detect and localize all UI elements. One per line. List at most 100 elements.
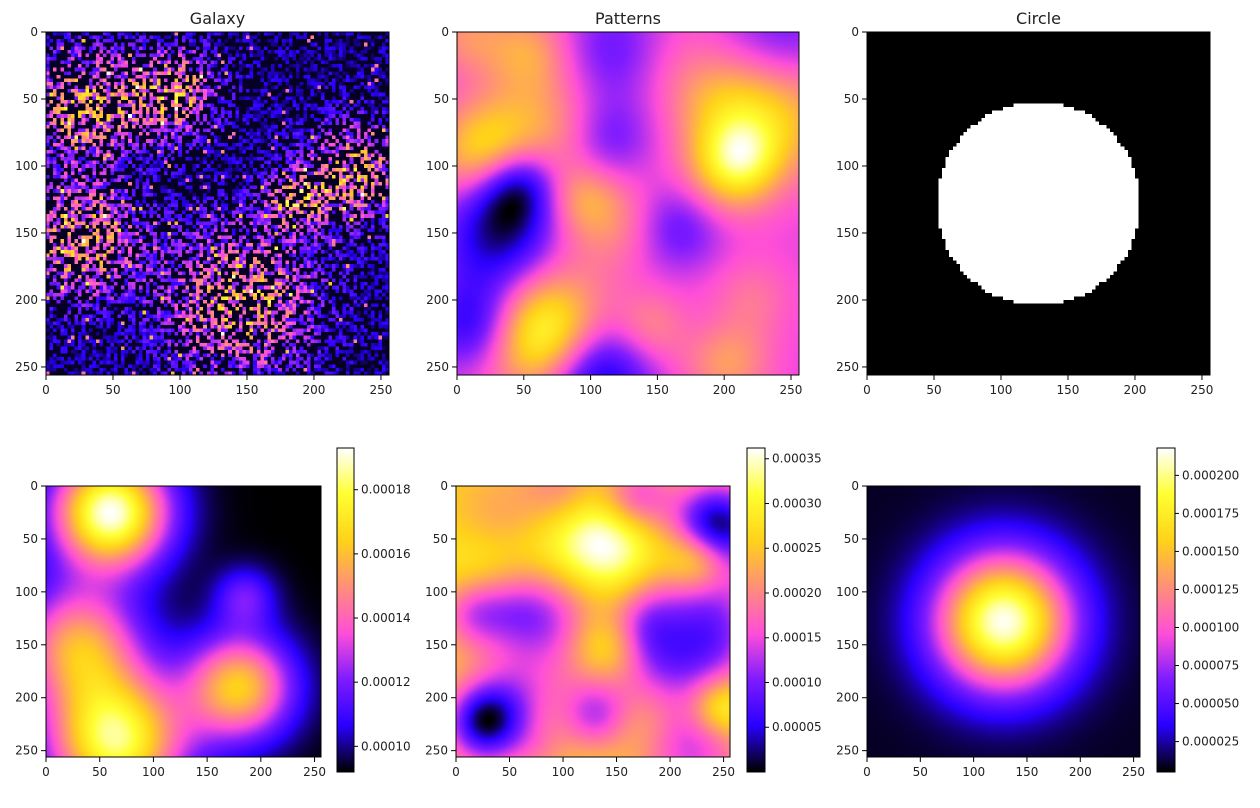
colorbar-tick-label: 0.000125 (1182, 582, 1239, 596)
colorbar-tick-label: 0.00005 (772, 720, 822, 734)
colorbar-tick-label: 0.00030 (772, 496, 822, 510)
colorbar-tick-label: 0.00010 (361, 739, 411, 753)
y-tick-label: 0 (30, 25, 38, 39)
y-tick-label: 50 (23, 92, 38, 106)
x-tick-label: 50 (516, 383, 531, 397)
colorbar-gradient (747, 448, 765, 772)
colorbar: 0.00010 0.00012 0.00014 0.00016 0.00018 (336, 447, 411, 773)
y-tick-label: 150 (15, 638, 38, 652)
x-tick-label: 0 (42, 765, 50, 779)
x-tick-label: 100 (962, 765, 985, 779)
y-tick-label: 50 (23, 532, 38, 546)
y-tick-label: 250 (836, 744, 859, 758)
x-tick-label: 0 (863, 383, 871, 397)
axes-frame (866, 31, 1211, 376)
y-tick-label: 200 (836, 691, 859, 705)
colorbar-tick-label: 0.000025 (1182, 735, 1239, 749)
x-tick-label: 250 (303, 765, 326, 779)
y-tick-label: 200 (15, 293, 38, 307)
heatmap-image (456, 486, 730, 757)
x-tick-label: 150 (605, 765, 628, 779)
x-tick-label: 200 (1069, 765, 1092, 779)
y-tick-label: 200 (15, 691, 38, 705)
x-tick-label: 250 (1122, 765, 1145, 779)
x-tick-label: 250 (1191, 383, 1214, 397)
y-tick-label: 50 (844, 92, 859, 106)
y-tick-label: 150 (15, 226, 38, 240)
colorbar-tick-label: 0.00012 (361, 675, 411, 689)
x-tick-label: 150 (196, 765, 219, 779)
y-tick-label: 250 (836, 360, 859, 374)
x-tick-label: 250 (780, 383, 803, 397)
colorbar-tick-label: 0.00025 (772, 541, 822, 555)
y-tick-label: 100 (425, 585, 448, 599)
colorbar-frame (336, 447, 355, 773)
x-tick-label: 0 (452, 765, 460, 779)
x-tick-label: 0 (42, 383, 50, 397)
x-tick-label: 50 (913, 765, 928, 779)
y-tick-label: 0 (30, 479, 38, 493)
y-tick-label: 0 (441, 25, 449, 39)
colorbar-frame (1156, 447, 1176, 773)
axes-frame (866, 485, 1141, 758)
y-tick-label: 100 (15, 585, 38, 599)
heatmap-image (46, 32, 389, 375)
x-tick-label: 50 (926, 383, 941, 397)
y-tick-label: 250 (15, 360, 38, 374)
y-tick-label: 150 (426, 226, 449, 240)
axes-frame (455, 485, 731, 758)
x-tick-label: 100 (142, 765, 165, 779)
x-tick-label: 150 (1057, 383, 1080, 397)
panel-6: 0 50 100 150 200 2500501001502002500.0000250.… (836, 447, 1239, 779)
colorbar-tick-label: 0.00020 (772, 586, 822, 600)
colorbar-gradient (337, 448, 354, 772)
panel-title: Circle (1016, 9, 1061, 28)
heatmap-image (457, 32, 799, 375)
colorbar-tick-label: 0.000150 (1182, 544, 1239, 558)
panel-2: Patterns 0 50 100 150 200 250 0 50 100 150 200 250 (426, 9, 802, 397)
x-tick-label: 200 (659, 765, 682, 779)
x-tick-label: 50 (105, 383, 120, 397)
heatmap-image (46, 486, 321, 757)
panel-title: Patterns (595, 9, 661, 28)
x-tick-label: 0 (453, 383, 461, 397)
colorbar-tick-label: 0.000050 (1182, 697, 1239, 711)
x-tick-label: 100 (990, 383, 1013, 397)
y-tick-label: 100 (15, 159, 38, 173)
y-tick-label: 250 (426, 360, 449, 374)
heatmap-image (867, 32, 1210, 375)
axes-frame (45, 31, 390, 376)
heatmap-image (867, 486, 1140, 757)
axes-frame (456, 31, 800, 376)
colorbar-tick-label: 0.00016 (361, 547, 411, 561)
x-tick-label: 100 (552, 765, 575, 779)
colorbar-gradient (1157, 448, 1175, 772)
colorbar-tick-label: 0.00018 (361, 483, 411, 497)
colorbar-tick-label: 0.000100 (1182, 620, 1239, 634)
panel-3: Circle 0 50 100 150 200 250 0 50 100 150 200 250 (836, 9, 1213, 397)
y-tick-label: 200 (426, 293, 449, 307)
y-tick-label: 0 (440, 479, 448, 493)
y-tick-label: 50 (433, 532, 448, 546)
y-tick-label: 200 (425, 691, 448, 705)
x-tick-label: 100 (169, 383, 192, 397)
y-tick-label: 150 (836, 638, 859, 652)
x-tick-label: 0 (863, 765, 871, 779)
x-tick-label: 200 (713, 383, 736, 397)
colorbar-tick-label: 0.00035 (772, 452, 822, 466)
y-tick-label: 0 (851, 479, 859, 493)
colorbar-tick-label: 0.00014 (361, 611, 411, 625)
x-tick-label: 150 (646, 383, 669, 397)
x-tick-label: 200 (1124, 383, 1147, 397)
panel-title: Galaxy (190, 9, 245, 28)
colorbar: 0.00005 0.00010 0.00015 0.00020 0.00025 0.000… (746, 447, 822, 773)
y-tick-label: 100 (836, 159, 859, 173)
y-tick-label: 50 (434, 92, 449, 106)
y-tick-label: 150 (836, 226, 859, 240)
x-tick-label: 50 (502, 765, 517, 779)
y-tick-label: 250 (15, 744, 38, 758)
colorbar-tick-label: 0.00015 (772, 631, 822, 645)
y-tick-label: 250 (425, 744, 448, 758)
